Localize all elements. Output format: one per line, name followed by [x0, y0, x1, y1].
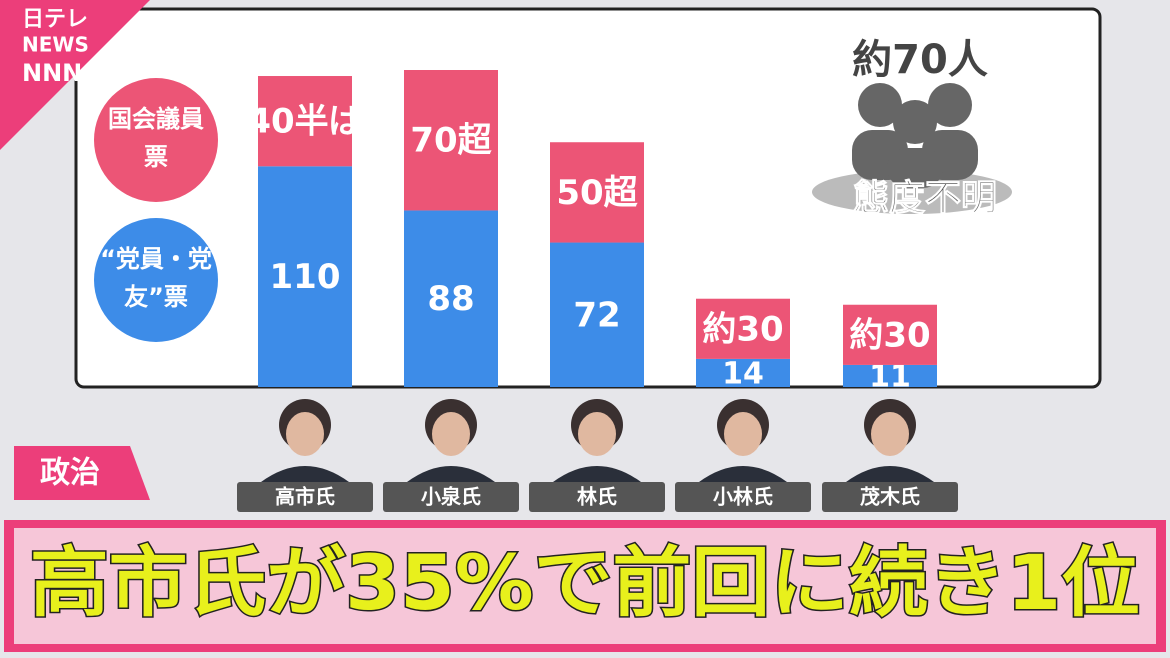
headline-inner: [14, 528, 1156, 644]
data-label: 110: [270, 257, 341, 297]
data-label: 約30: [702, 309, 783, 349]
candidate-name: 小林氏: [713, 485, 773, 509]
tag-box: [14, 446, 150, 500]
candidate-name: 高市氏: [275, 485, 335, 509]
bar-segment: [550, 242, 644, 387]
bar-segment: [843, 304, 937, 365]
shadow: [812, 170, 1012, 214]
legend-swatch: [94, 218, 218, 342]
portrait-face: [578, 412, 616, 456]
bar-segment: [550, 142, 644, 243]
legend-label: “党員・党友”票: [100, 245, 212, 311]
portrait-face: [432, 412, 470, 456]
people-icon: [852, 83, 978, 188]
legend-label: 国会議員票: [108, 105, 204, 171]
data-label: 約30: [849, 315, 930, 355]
bar-segment: [404, 70, 498, 211]
portrait-face: [286, 412, 324, 456]
name-plate: [822, 482, 958, 512]
bar-segment: [258, 166, 352, 387]
undecided-label: 態度不明: [853, 178, 997, 219]
logo-line: 日テレ: [22, 7, 88, 32]
logo-line: NEWS: [22, 33, 89, 57]
data-label: 70超: [410, 121, 492, 161]
headline: 高市氏が35%で前回に続き1位: [30, 538, 1140, 627]
portrait-body: [846, 466, 934, 482]
candidate-name: 小泉氏: [421, 485, 481, 509]
bar-segment: [258, 76, 352, 167]
portrait-face: [724, 412, 762, 456]
legend-label-box: 国会議員票: [108, 105, 204, 171]
name-plate: [675, 482, 811, 512]
data-label: 88: [427, 279, 474, 319]
tag: 政治: [40, 456, 100, 491]
bar-segment: [696, 358, 790, 387]
legend-label-box: “党員・党友”票: [100, 245, 212, 311]
portrait-body: [699, 466, 787, 482]
portrait-face: [871, 412, 909, 456]
logo-line: NNN: [22, 59, 82, 87]
data-label: 72: [573, 295, 620, 335]
name-plate: [383, 482, 519, 512]
candidate-name: 林氏: [577, 485, 617, 509]
portrait-body: [553, 466, 641, 482]
portrait-body: [261, 466, 349, 482]
bar-segment: [696, 298, 790, 359]
data-label: 50超: [556, 173, 638, 213]
data-label: 40半ば: [247, 102, 362, 142]
candidate-name: 茂木氏: [860, 485, 920, 509]
bar-segment: [404, 210, 498, 387]
logo-corner: [0, 0, 150, 150]
name-plate: [529, 482, 665, 512]
bar-segment: [843, 364, 937, 387]
name-plate: [237, 482, 373, 512]
data-label: 14: [722, 356, 764, 391]
portrait-body: [407, 466, 495, 482]
undecided-count: 約70人: [852, 37, 988, 83]
legend-swatch: [94, 78, 218, 202]
